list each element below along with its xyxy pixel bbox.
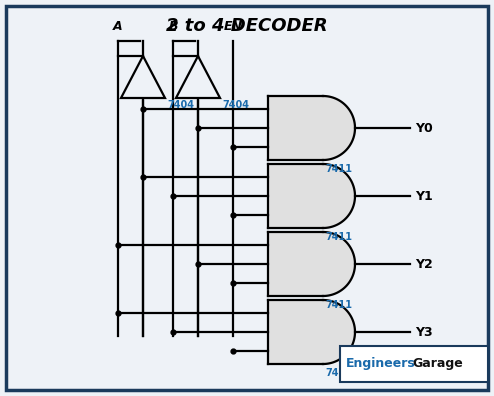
Polygon shape — [268, 96, 355, 160]
Text: A: A — [113, 20, 123, 33]
Polygon shape — [121, 56, 165, 98]
Text: 7404: 7404 — [222, 100, 249, 110]
Text: 7411: 7411 — [326, 300, 353, 310]
FancyBboxPatch shape — [6, 6, 488, 390]
Text: EN: EN — [223, 20, 243, 33]
Polygon shape — [268, 164, 355, 228]
FancyBboxPatch shape — [340, 346, 488, 382]
Text: Y0: Y0 — [415, 122, 433, 135]
Text: 7404: 7404 — [167, 100, 194, 110]
Polygon shape — [268, 300, 355, 364]
Text: Y1: Y1 — [415, 190, 433, 202]
Polygon shape — [268, 232, 355, 296]
Text: 7411: 7411 — [326, 368, 353, 378]
Text: 7411: 7411 — [326, 232, 353, 242]
Polygon shape — [176, 56, 220, 98]
Text: Engineers: Engineers — [346, 358, 416, 371]
Text: 7411: 7411 — [326, 164, 353, 174]
Text: 2 to 4 DECODER: 2 to 4 DECODER — [166, 17, 328, 35]
Text: B: B — [168, 20, 178, 33]
Text: Y3: Y3 — [415, 326, 433, 339]
Text: Y2: Y2 — [415, 257, 433, 270]
Text: Garage: Garage — [412, 358, 463, 371]
